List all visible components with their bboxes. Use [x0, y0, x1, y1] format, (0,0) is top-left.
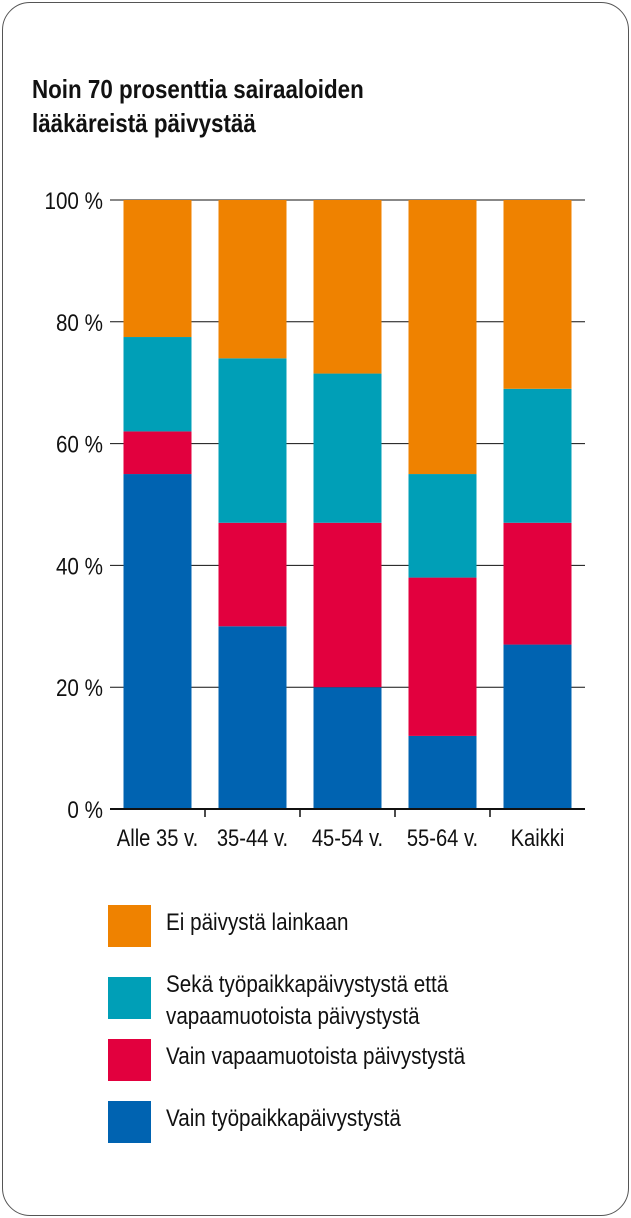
- x-tick-label: Kaikki: [511, 824, 565, 851]
- legend-label-line: Vain työpaikkapäivystystä: [166, 1105, 401, 1132]
- chart-title-line-1: Noin 70 prosenttia sairaaloiden: [32, 74, 364, 104]
- bar-segment: [313, 200, 382, 374]
- bar-segment: [313, 522, 382, 688]
- x-tick-label: Alle 35 v.: [117, 824, 198, 851]
- legend-item-vain-vapaamuotoista: Vain vapaamuotoista päivystystä: [108, 1039, 588, 1095]
- y-tick-label: 80 %: [56, 309, 103, 336]
- legend-swatch-ei-paivysta: [108, 905, 151, 947]
- legend: Ei päivystä lainkaan Sekä työpaikkapäivy…: [108, 905, 588, 1163]
- x-tick-label: 55-64 v.: [407, 824, 478, 851]
- y-tick-label: 40 %: [56, 553, 103, 580]
- bar-segment: [503, 644, 572, 809]
- legend-item-vain-tyopaikka: Vain työpaikkapäivystystä: [108, 1101, 588, 1157]
- bar-segment: [503, 388, 572, 523]
- legend-label-vain-vapaamuotoista: Vain vapaamuotoista päivystystä: [166, 1041, 570, 1073]
- legend-swatch-vain-vapaamuotoista: [108, 1039, 151, 1081]
- y-tick-label: 100 %: [44, 188, 103, 215]
- bar-segment: [408, 200, 477, 475]
- legend-label-line: Vain vapaamuotoista päivystystä: [166, 1043, 466, 1070]
- legend-label-vain-tyopaikka: Vain työpaikkapäivystystä: [166, 1103, 570, 1135]
- chart-title-line-2: lääkäreistä päivystää: [32, 108, 256, 138]
- stacked-bar-chart: 0 % 20 % 40 % 60 % 80 % 100 % Alle 35 v. 35-44 …: [44, 188, 585, 851]
- legend-swatch-molemmat: [108, 977, 151, 1019]
- legend-label-line: vapaamuotoista päivystystä: [166, 1003, 420, 1030]
- bar-segment: [123, 337, 192, 432]
- bar-segment: [503, 200, 572, 389]
- legend-item-molemmat: Sekä työpaikkapäivystystä että vapaamuot…: [108, 967, 588, 1030]
- x-tick-label: 45-54 v.: [312, 824, 383, 851]
- y-tick-label: 20 %: [56, 675, 103, 702]
- y-tick-label: 60 %: [56, 431, 103, 458]
- legend-label-line: Sekä työpaikkapäivystystä että: [166, 971, 449, 998]
- bar-segment: [218, 626, 287, 809]
- bar-segment: [313, 373, 382, 523]
- bar-segment: [408, 577, 477, 736]
- legend-swatch-vain-tyopaikka: [108, 1101, 151, 1143]
- bar-segment: [503, 522, 572, 645]
- y-tick-label: 0 %: [67, 797, 103, 824]
- x-tick-label: 35-44 v.: [217, 824, 288, 851]
- bar-segment: [123, 431, 192, 475]
- bar-segment: [218, 200, 287, 359]
- bar-segment: [313, 687, 382, 809]
- legend-label-molemmat: Sekä työpaikkapäivystystä että vapaamuot…: [166, 969, 570, 1033]
- bar-segment: [408, 735, 477, 809]
- bar-segment: [123, 474, 192, 809]
- legend-label-line: Ei päivystä lainkaan: [166, 909, 349, 936]
- legend-item-ei-paivysta: Ei päivystä lainkaan: [108, 905, 588, 961]
- bar-segment: [408, 474, 477, 578]
- bar-segment: [218, 522, 287, 627]
- chart-title: Noin 70 prosenttia sairaaloiden lääkärei…: [32, 72, 479, 140]
- bar-segment: [123, 200, 192, 338]
- bar-segment: [218, 358, 287, 523]
- legend-label-ei-paivysta: Ei päivystä lainkaan: [166, 907, 570, 939]
